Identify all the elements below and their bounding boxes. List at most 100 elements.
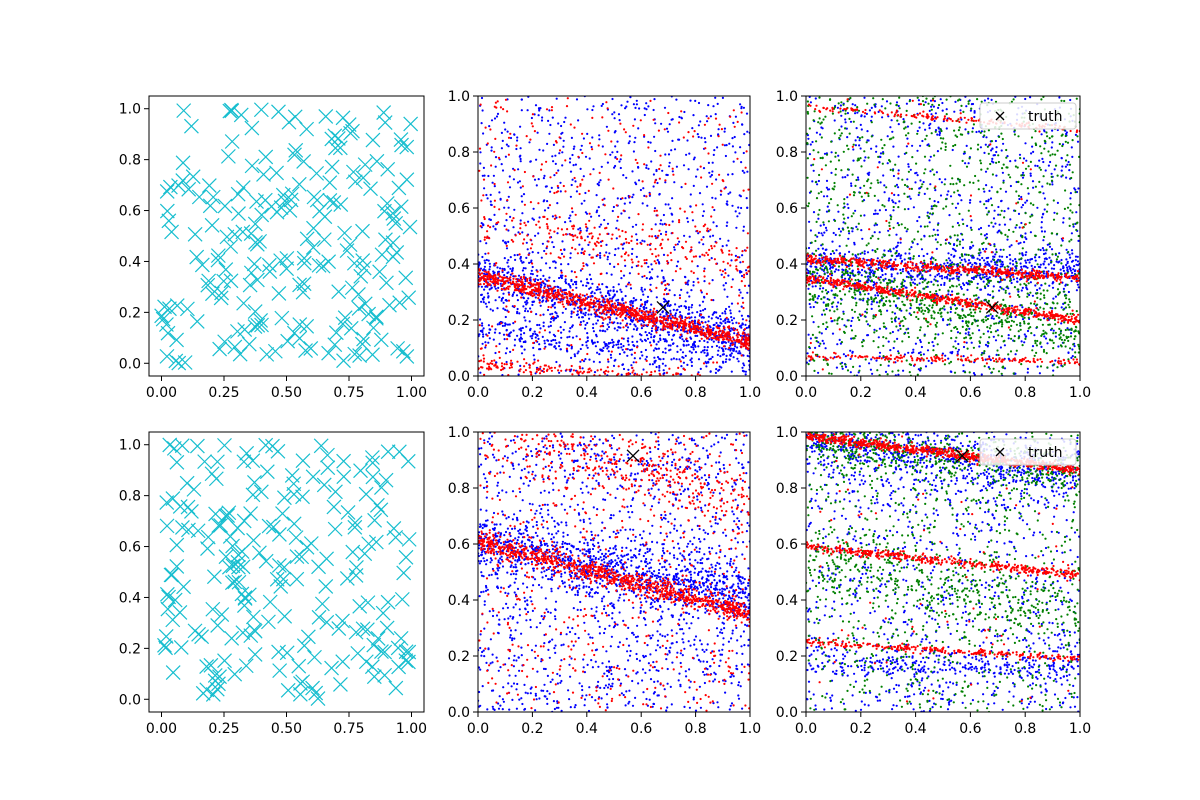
data-point [516,334,519,337]
data-point [604,372,607,375]
data-point [913,282,917,285]
data-point [718,368,721,371]
data-point [227,339,243,355]
data-point [718,346,721,349]
data-point [509,215,512,218]
data-point [934,112,938,115]
data-point [1052,369,1055,372]
data-point [511,267,514,270]
data-point [676,350,679,353]
data-point [554,289,557,292]
data-point [572,164,575,167]
x-tick-label: 1.0 [739,385,761,401]
data-point [855,127,858,130]
data-point [599,368,603,371]
data-point [707,104,710,107]
data-point [656,275,659,278]
data-point [562,305,565,308]
data-point [550,306,553,309]
data-point [736,357,739,360]
data-point [529,329,532,332]
data-point [520,109,523,112]
data-point [743,284,747,287]
data-point [700,291,703,294]
data-point [559,326,562,329]
data-point [493,273,497,277]
data-point [634,106,637,109]
data-point [569,157,572,160]
data-point [483,268,486,271]
data-point [709,115,713,118]
data-point [570,310,573,313]
data-point [993,243,996,246]
data-point [605,304,609,307]
data-point [635,307,639,310]
data-point [885,100,889,103]
data-point [943,276,947,279]
data-point [588,142,592,145]
data-point [678,115,681,119]
data-point [625,324,628,327]
data-point [488,277,491,280]
data-point [997,258,1000,261]
data-point [612,187,615,190]
data-point [593,371,597,374]
data-point [478,147,482,150]
data-point [854,209,857,212]
data-point [494,165,497,168]
data-point [605,285,608,288]
data-point [539,314,542,317]
data-point [591,136,594,139]
data-point [560,369,563,372]
data-point [611,304,615,307]
data-point [504,315,507,319]
data-point [630,258,633,261]
data-point [837,210,840,213]
data-point [553,366,557,369]
data-point [617,113,621,116]
data-point [537,202,540,205]
data-point [500,322,503,325]
data-point [603,197,606,200]
data-point [365,132,381,148]
data-point [573,126,576,129]
data-point [331,284,347,300]
data-point [811,140,814,144]
data-point [1024,259,1027,262]
data-point [523,316,526,319]
data-point [856,136,859,139]
data-point [724,332,728,336]
data-point [695,175,698,178]
data-point [842,310,845,313]
data-point [731,322,734,325]
data-point [1003,367,1007,370]
data-point [223,239,239,254]
data-point [636,346,639,349]
data-point [831,266,834,269]
data-point [574,304,577,307]
data-point [705,365,708,368]
data-point [212,341,228,357]
data-point [490,368,493,371]
data-point [564,288,568,291]
data-point [541,335,544,338]
data-point [1022,157,1026,160]
data-point [624,301,627,304]
data-point [515,294,519,297]
data-point [220,148,236,164]
data-point [718,327,721,330]
data-point [727,192,730,195]
data-point [520,276,523,279]
data-point [493,199,496,202]
data-point [715,361,719,364]
data-point [524,307,527,310]
data-point [928,109,931,112]
data-point [652,185,655,188]
data-point [741,343,744,346]
data-point [659,244,662,247]
data-point [658,167,661,171]
data-point [542,149,545,152]
data-point [738,325,742,328]
data-point [587,313,590,316]
series-points [806,96,1080,376]
